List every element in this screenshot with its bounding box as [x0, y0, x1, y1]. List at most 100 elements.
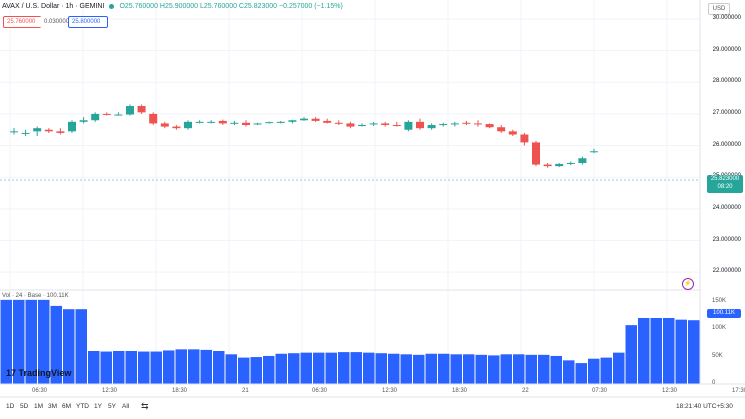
volume-bar	[238, 357, 250, 384]
volume-bar	[625, 325, 637, 384]
price-axis-label: 24.000000	[712, 204, 741, 211]
timeframe-1d[interactable]: 1D	[6, 403, 15, 410]
tv-logo-text: TradingView	[18, 368, 72, 378]
volume-bar	[688, 320, 700, 384]
candle-up	[590, 151, 598, 153]
candle-up	[184, 121, 192, 129]
candle-down	[56, 131, 65, 133]
volume-bar	[50, 305, 62, 384]
timeframe-6m[interactable]: 6M	[62, 403, 72, 410]
time-axis-label: 17:30	[732, 388, 745, 394]
volume-bar	[163, 350, 175, 384]
time-axis-label: 12:30	[382, 388, 398, 394]
volume-bar	[550, 355, 562, 384]
volume-bar	[475, 354, 487, 384]
candle-down	[44, 129, 53, 132]
volume-bar	[188, 349, 200, 384]
volume-bar	[588, 358, 600, 384]
candle-down	[381, 123, 390, 126]
sell-button[interactable]: 25.760000	[3, 16, 43, 28]
timeframe-3m[interactable]: 3M	[48, 403, 58, 410]
tradingview-logo[interactable]: 17 TradingView	[6, 368, 71, 378]
volume-bars-group	[0, 299, 700, 384]
volume-bar	[600, 357, 612, 384]
candle-up	[10, 131, 18, 133]
volume-bar	[175, 349, 187, 384]
candle-down	[474, 123, 482, 125]
candle-down	[218, 120, 227, 124]
candle-down	[462, 122, 471, 124]
price-axis-label: 22.000000	[712, 268, 741, 275]
volume-bar	[263, 355, 275, 384]
volume-bar	[500, 354, 512, 384]
volume-legend[interactable]: Vol · 24 · Base · 100.11K	[2, 293, 69, 299]
volume-bar	[350, 352, 362, 384]
candle-down	[508, 131, 517, 135]
volume-bar	[200, 349, 212, 384]
ohlc-values: O25.760000 H25.900000 L25.760000 C25.823…	[119, 3, 343, 10]
timeframe-1m[interactable]: 1M	[34, 403, 44, 410]
price-axis-label: 30.000000	[712, 14, 741, 21]
time-axis-label: 06:30	[312, 388, 328, 394]
timeframe-5y[interactable]: 5Y	[108, 403, 116, 410]
bar-countdown: 08:20	[717, 184, 733, 190]
volume-axis-label: 150K	[712, 297, 727, 304]
volume-current-badge: 100.11K	[707, 309, 741, 318]
symbol-title[interactable]: AVAX / U.S. Dollar · 1h · GEMINI	[2, 3, 105, 10]
price-axis-label: 29.000000	[712, 46, 741, 53]
tv-logo-mark: 17	[6, 368, 19, 378]
volume-bar	[100, 351, 112, 384]
volume-bar	[638, 318, 650, 384]
volume-bar	[338, 352, 350, 384]
volume-axis-label: 100K	[712, 325, 727, 331]
volume-bar	[663, 318, 675, 384]
price-axis-label: 28.000000	[712, 78, 741, 85]
time-axis-label: 22	[522, 388, 529, 394]
volume-bar	[300, 352, 312, 384]
volume-bar	[325, 352, 337, 384]
volume-bar	[225, 354, 237, 384]
alert-icon[interactable]: ⚡	[682, 278, 694, 290]
volume-bar	[313, 352, 325, 384]
candle-up	[21, 132, 30, 134]
price-axis-label: 23.000000	[712, 236, 741, 243]
candle-down	[416, 121, 424, 129]
candle-down	[485, 124, 494, 128]
candle-up	[91, 113, 100, 121]
volume-bar	[425, 353, 437, 384]
time-axis-label: 06:30	[32, 388, 48, 394]
timeframe-1y[interactable]: 1Y	[94, 403, 102, 410]
candle-down	[311, 118, 320, 121]
candle-up	[207, 121, 216, 123]
volume-bar	[450, 354, 462, 384]
volume-axis-label: 0	[712, 380, 716, 386]
volume-bar	[488, 355, 500, 384]
candles-group	[10, 104, 598, 168]
timeframe-all[interactable]: All	[122, 403, 130, 410]
volume-bar	[650, 318, 662, 384]
volume-bar	[538, 354, 550, 384]
timeframe-ytd[interactable]: YTD	[76, 403, 89, 410]
chart-grid	[0, 0, 700, 384]
buy-button[interactable]: 25.800000	[68, 16, 108, 28]
volume-bar	[138, 351, 150, 384]
clock-display[interactable]: 18:21:40 UTC+5:30	[676, 403, 733, 410]
candle-up	[68, 121, 76, 132]
candle-up	[126, 106, 134, 115]
volume-bar	[275, 353, 287, 384]
time-axis-label: 07:30	[592, 388, 608, 394]
candle-up	[300, 118, 308, 121]
timeframe-5d[interactable]: 5D	[20, 403, 29, 410]
candle-down	[102, 113, 111, 115]
volume-bar	[63, 309, 75, 384]
volume-axis-label: 50K	[712, 352, 723, 359]
volume-bar	[250, 357, 262, 384]
volume-bar	[675, 319, 687, 384]
compare-icon[interactable]: ⇆	[141, 401, 149, 411]
volume-bar	[113, 351, 125, 384]
candle-up	[288, 120, 297, 122]
candle-up	[276, 121, 285, 123]
currency-selector[interactable]: USD	[708, 3, 730, 15]
volume-bar	[38, 299, 50, 384]
